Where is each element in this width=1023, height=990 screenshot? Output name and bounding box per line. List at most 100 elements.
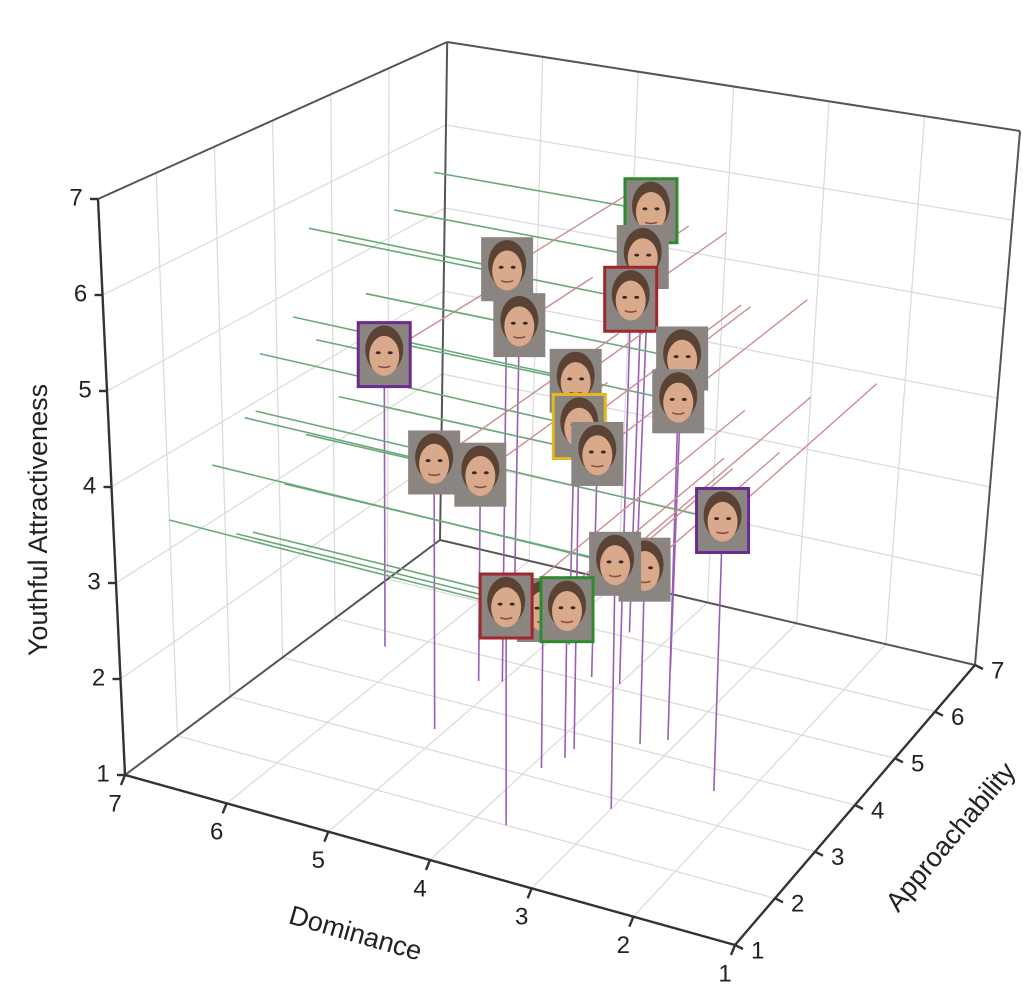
face-eye bbox=[670, 398, 675, 401]
x-projection-line bbox=[260, 354, 579, 427]
x-tick-label: 5 bbox=[312, 847, 325, 874]
z-tick-label: 2 bbox=[92, 664, 105, 691]
face-eye bbox=[634, 254, 639, 257]
x-tick bbox=[629, 917, 633, 927]
face-point bbox=[408, 431, 460, 495]
y-tick-label: 4 bbox=[871, 797, 884, 824]
y-tick bbox=[895, 758, 903, 762]
y-tick bbox=[815, 852, 823, 856]
face-point bbox=[571, 422, 623, 486]
z-tick-label: 4 bbox=[83, 472, 96, 499]
box-edge bbox=[447, 42, 1020, 131]
x-projection-line bbox=[245, 418, 435, 463]
z-projection-line bbox=[611, 564, 615, 809]
grid-line bbox=[442, 374, 990, 487]
z-tick-label: 1 bbox=[96, 760, 109, 787]
y-axis-label: Approachability bbox=[880, 756, 1022, 917]
x-tick bbox=[731, 945, 735, 955]
z-projection-line bbox=[384, 355, 385, 647]
face-eye bbox=[484, 471, 489, 474]
y-tick bbox=[735, 945, 743, 949]
face-skin bbox=[582, 435, 612, 475]
face-point bbox=[541, 578, 593, 642]
face-eye bbox=[634, 296, 639, 299]
y-tick bbox=[975, 665, 983, 669]
face-eye bbox=[438, 459, 443, 462]
z-tick-label: 7 bbox=[69, 184, 82, 211]
face-eye bbox=[570, 606, 575, 609]
face-eye bbox=[686, 355, 691, 358]
face-eye bbox=[535, 607, 540, 610]
face-eye bbox=[654, 207, 659, 210]
y-tick bbox=[935, 712, 943, 716]
face-skin bbox=[369, 336, 399, 376]
face-eye bbox=[622, 296, 627, 299]
y-tick-label: 7 bbox=[991, 657, 1004, 684]
face-point bbox=[480, 574, 532, 638]
face-eye bbox=[726, 517, 731, 520]
x-tick-label: 3 bbox=[515, 904, 528, 931]
face-eye bbox=[498, 603, 503, 606]
x-tick bbox=[223, 803, 227, 813]
x-tick bbox=[324, 832, 328, 842]
face-skin bbox=[708, 502, 738, 542]
x-tick bbox=[121, 775, 125, 785]
face-skin bbox=[491, 587, 521, 627]
y-tick bbox=[775, 898, 783, 902]
face-eye bbox=[674, 355, 679, 358]
y-tick-label: 1 bbox=[751, 937, 764, 964]
x-tick-label: 2 bbox=[617, 932, 630, 959]
face-eye bbox=[607, 560, 612, 563]
face-eye bbox=[601, 451, 606, 454]
box-edge bbox=[975, 131, 1020, 665]
face-skin bbox=[663, 383, 693, 423]
y-tick-label: 2 bbox=[791, 891, 804, 918]
x-axis-label: Dominance bbox=[286, 900, 426, 966]
face-skin bbox=[552, 591, 582, 631]
z-tick-label: 6 bbox=[74, 280, 87, 307]
face-eye bbox=[426, 459, 431, 462]
face-eye bbox=[579, 377, 584, 380]
face-skin bbox=[616, 281, 646, 321]
face-eye bbox=[567, 377, 572, 380]
z-tick-label: 3 bbox=[87, 568, 100, 595]
x-tick-label: 7 bbox=[108, 790, 121, 817]
face-skin bbox=[465, 456, 495, 496]
face-skin bbox=[419, 444, 449, 484]
face-eye bbox=[388, 351, 393, 354]
z-tick-label: 5 bbox=[78, 376, 91, 403]
y-tick-label: 3 bbox=[831, 844, 844, 871]
face-point bbox=[589, 532, 641, 596]
face-point bbox=[454, 443, 506, 507]
x-projection-line bbox=[169, 520, 506, 606]
face-point bbox=[358, 323, 410, 387]
face-eye bbox=[619, 560, 624, 563]
face-eye bbox=[642, 207, 647, 210]
face-point bbox=[697, 489, 749, 553]
face-skin bbox=[492, 250, 522, 290]
face-eye bbox=[714, 517, 719, 520]
face-point bbox=[605, 267, 657, 331]
face-point bbox=[493, 293, 545, 357]
x-projection-line bbox=[434, 172, 651, 210]
x-tick-label: 4 bbox=[413, 875, 426, 902]
face-eye bbox=[511, 266, 516, 269]
grid-line bbox=[446, 125, 1013, 220]
face-eye bbox=[510, 603, 515, 606]
face-eye bbox=[511, 322, 516, 325]
z-projection-line bbox=[434, 463, 435, 730]
face-eye bbox=[589, 451, 594, 454]
face-point bbox=[652, 369, 704, 433]
y-tick-label: 6 bbox=[951, 704, 964, 731]
box-edge bbox=[98, 42, 447, 199]
z-axis-label: Youthful Attractiveness bbox=[23, 384, 53, 656]
grid-line bbox=[335, 618, 895, 758]
face-skin bbox=[600, 545, 630, 585]
x-tick bbox=[528, 888, 532, 898]
z-projection-line bbox=[714, 521, 723, 792]
face-skin bbox=[504, 306, 534, 346]
face-eye bbox=[558, 606, 563, 609]
x-tick-label: 6 bbox=[210, 819, 223, 846]
face-eye bbox=[646, 254, 651, 257]
x-projection-line bbox=[309, 228, 507, 269]
